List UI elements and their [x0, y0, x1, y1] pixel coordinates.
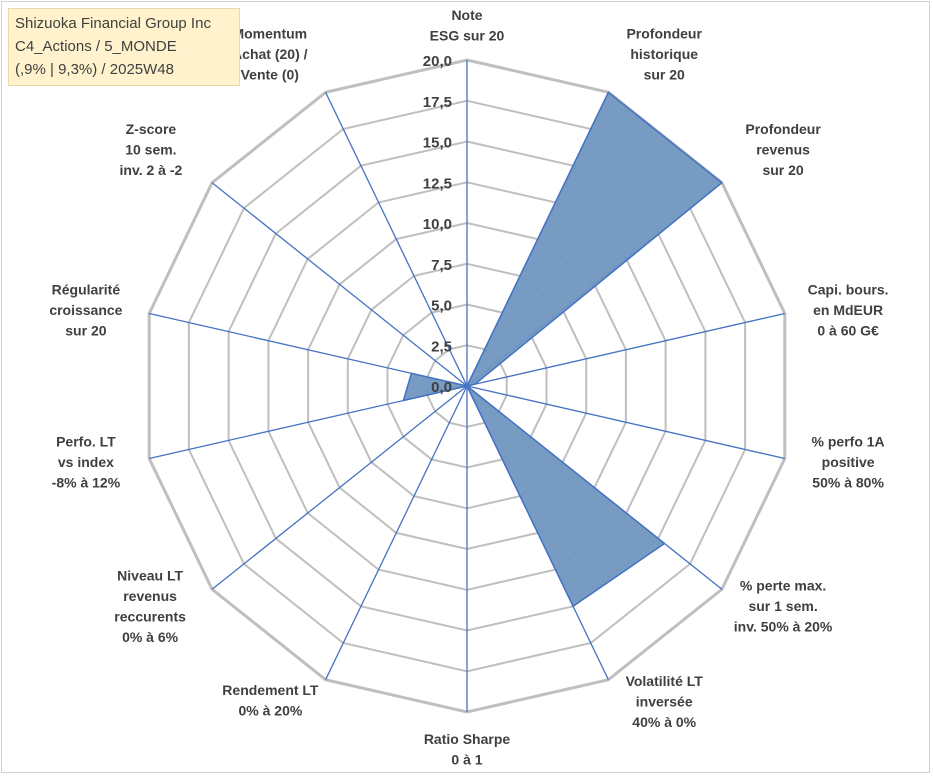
- axis-label: % perte max.: [740, 577, 826, 593]
- axis-label: 0 à 60 G€: [817, 323, 879, 339]
- tick-label: 20,0: [423, 53, 452, 70]
- axis-label: positive: [822, 454, 875, 470]
- axis-label: revenus: [123, 588, 177, 604]
- axis-label: -8% à 12%: [52, 475, 121, 491]
- performance-period: (,9% | 9,3%) / 2025W48: [15, 61, 174, 78]
- axis-label: Régularité: [52, 282, 121, 298]
- axis-label: % perfo 1A: [812, 434, 885, 450]
- tick-label: 7,5: [431, 257, 452, 274]
- axis-label: reccurents: [114, 609, 186, 625]
- axis-label: vs index: [58, 454, 114, 470]
- axis-label: croissance: [49, 302, 122, 318]
- axis-label: 0% à 20%: [238, 703, 302, 719]
- axis-label: sur 1 sem.: [748, 598, 817, 614]
- axis-label: Ratio Sharpe: [424, 731, 511, 747]
- tick-label: 2,5: [431, 338, 452, 355]
- tick-label: 17,5: [423, 94, 452, 111]
- axis-label: historique: [630, 46, 698, 62]
- axis-spoke: [466, 312, 785, 387]
- tick-label: 10,0: [423, 216, 452, 233]
- portfolio-category: C4_Actions / 5_MONDE: [15, 38, 177, 55]
- axis-label: sur 20: [65, 323, 106, 339]
- axis-spoke: [325, 385, 468, 680]
- axis-label: Volatilité LT: [626, 673, 704, 689]
- axis-label: Vente (0): [241, 66, 299, 82]
- axis-label: 40% à 0%: [632, 714, 696, 730]
- axis-label: Achat (20) /: [232, 46, 308, 62]
- axis-label: revenus: [756, 142, 810, 158]
- data-series: [402, 91, 723, 608]
- axis-label: Niveau LT: [117, 568, 183, 584]
- tick-label: 12,5: [423, 175, 452, 192]
- axis-label: inv. 2 à -2: [120, 162, 183, 178]
- axis-label: inversée: [636, 694, 693, 710]
- axis-label: Profondeur: [745, 121, 821, 137]
- tick-label: 0,0: [431, 379, 452, 396]
- tick-label: 15,0: [423, 135, 452, 152]
- axis-label: Perfo. LT: [56, 434, 116, 450]
- axis-labels: Note ESG sur 20 Profondeur historique sur 20…: [49, 7, 888, 768]
- axis-label: Note: [451, 7, 482, 23]
- axis-label: 10 sem.: [125, 142, 176, 158]
- company-name: Shizuoka Financial Group Inc: [15, 15, 211, 32]
- axis-label: Rendement LT: [222, 682, 319, 698]
- axis-spoke: [325, 92, 468, 387]
- axis-label: sur 20: [644, 66, 685, 82]
- axis-label: inv. 50% à 20%: [734, 618, 833, 634]
- tick-labels: 0,0 2,5 5,0 7,5 10,0 12,5 15,0 17,5 20,0: [423, 53, 452, 396]
- axis-label: ESG sur 20: [430, 28, 505, 44]
- axis-label: Profondeur: [626, 25, 702, 41]
- axis-label: Capi. bours.: [808, 282, 889, 298]
- tick-label: 5,0: [431, 298, 452, 315]
- axis-spoke: [211, 182, 468, 387]
- axis-spoke: [211, 385, 468, 590]
- axis-label: en MdEUR: [813, 302, 883, 318]
- axis-spoke: [466, 385, 785, 460]
- axis-label: Momentum: [232, 25, 307, 41]
- axis-label: 0 à 1: [451, 752, 482, 768]
- axis-label: 0% à 6%: [122, 629, 179, 645]
- axis-label: Z-score: [126, 121, 177, 137]
- axis-label: 50% à 80%: [812, 475, 884, 491]
- axis-label: sur 20: [762, 162, 803, 178]
- chart-info-box: Shizuoka Financial Group Inc C4_Actions …: [8, 8, 240, 86]
